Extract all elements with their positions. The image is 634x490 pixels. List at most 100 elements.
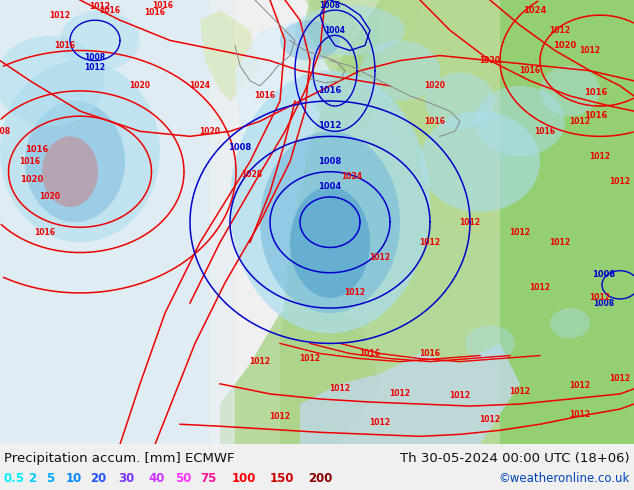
Text: 1008: 1008 [593, 298, 614, 308]
Text: 5: 5 [46, 471, 55, 485]
Text: 200: 200 [308, 471, 332, 485]
Text: 1008: 1008 [84, 52, 106, 62]
Text: 1020: 1020 [200, 127, 221, 136]
Ellipse shape [60, 10, 140, 71]
Text: 1016: 1016 [55, 41, 75, 50]
Text: 1012: 1012 [569, 410, 590, 418]
Text: 1016: 1016 [25, 145, 48, 153]
Text: 1016: 1016 [534, 127, 555, 136]
Text: 1024: 1024 [342, 172, 363, 181]
Text: 1012: 1012 [89, 1, 110, 11]
Text: 1012: 1012 [590, 152, 611, 161]
Text: 1016: 1016 [585, 111, 607, 120]
Ellipse shape [295, 5, 405, 55]
Text: 1024: 1024 [523, 5, 547, 15]
Text: Precipitation accum. [mm] ECMWF: Precipitation accum. [mm] ECMWF [4, 452, 235, 466]
Text: 1016: 1016 [20, 157, 41, 166]
Text: 1012: 1012 [609, 374, 630, 383]
Text: 1016: 1016 [153, 0, 174, 9]
Text: 1016: 1016 [318, 86, 342, 95]
Text: Th 30-05-2024 00:00 UTC (18+06): Th 30-05-2024 00:00 UTC (18+06) [401, 452, 630, 466]
Text: 1016: 1016 [585, 88, 607, 98]
Text: 150: 150 [270, 471, 295, 485]
Text: 1012: 1012 [269, 412, 290, 420]
Ellipse shape [0, 35, 105, 126]
Ellipse shape [550, 308, 590, 339]
Polygon shape [235, 20, 330, 142]
Text: 0.5: 0.5 [4, 471, 25, 485]
Text: 1020: 1020 [553, 41, 577, 50]
Text: 1012: 1012 [510, 228, 531, 237]
Ellipse shape [360, 40, 440, 101]
Text: 1020: 1020 [39, 193, 60, 201]
Text: 1012: 1012 [550, 238, 571, 247]
Text: ©weatheronline.co.uk: ©weatheronline.co.uk [498, 471, 630, 485]
Polygon shape [305, 0, 420, 81]
Polygon shape [200, 10, 260, 101]
Text: 2: 2 [28, 471, 36, 485]
Text: 1012: 1012 [529, 283, 550, 293]
Polygon shape [295, 0, 380, 142]
Text: 1016: 1016 [34, 228, 56, 237]
Bar [0, 0, 210, 444]
Text: 1024: 1024 [190, 81, 210, 90]
Text: 1020: 1020 [425, 81, 446, 90]
Text: 1016: 1016 [425, 117, 446, 126]
Bar [500, 0, 634, 444]
Text: 1008: 1008 [318, 157, 342, 166]
Text: 1012: 1012 [330, 384, 351, 393]
Text: 1012: 1012 [569, 117, 590, 126]
Text: 1020: 1020 [129, 81, 150, 90]
Text: 1012: 1012 [370, 417, 391, 427]
Ellipse shape [280, 20, 340, 61]
Ellipse shape [475, 86, 565, 157]
Ellipse shape [25, 101, 125, 222]
Text: 1012: 1012 [450, 392, 470, 400]
Text: 1016: 1016 [519, 66, 541, 75]
Text: 1012: 1012 [609, 177, 630, 186]
Text: 1012: 1012 [299, 354, 321, 363]
Text: 1012: 1012 [510, 388, 531, 396]
Ellipse shape [290, 187, 370, 298]
Text: 1012: 1012 [84, 63, 105, 72]
Text: 1012: 1012 [420, 238, 441, 247]
Ellipse shape [0, 61, 160, 243]
Text: 75: 75 [200, 471, 216, 485]
Text: 1016: 1016 [145, 8, 165, 17]
Text: 1016: 1016 [100, 5, 120, 15]
Text: 1004: 1004 [325, 26, 346, 35]
Text: 1028: 1028 [242, 170, 262, 179]
Ellipse shape [465, 325, 515, 362]
Text: 1012: 1012 [389, 390, 410, 398]
Text: 1012: 1012 [479, 415, 500, 424]
Ellipse shape [420, 111, 540, 212]
Text: 30: 30 [118, 471, 134, 485]
Ellipse shape [540, 66, 600, 116]
Text: 1008: 1008 [320, 1, 340, 10]
Text: 1012: 1012 [590, 294, 611, 302]
Polygon shape [380, 0, 550, 243]
Text: 1012: 1012 [579, 46, 600, 55]
Text: 1012: 1012 [250, 357, 271, 366]
Text: 1012: 1012 [318, 122, 342, 130]
Text: 10: 10 [66, 471, 82, 485]
Text: 1012: 1012 [550, 26, 571, 35]
Text: 1012: 1012 [569, 381, 590, 391]
Text: 1008: 1008 [592, 270, 616, 279]
Text: 1008: 1008 [0, 127, 11, 136]
Polygon shape [300, 343, 520, 444]
Text: 1004: 1004 [318, 182, 342, 191]
Ellipse shape [230, 71, 430, 333]
Text: 1020: 1020 [20, 175, 43, 184]
Text: 1008: 1008 [228, 143, 252, 151]
Text: 1020: 1020 [479, 56, 500, 65]
Ellipse shape [260, 131, 400, 313]
Text: 1012: 1012 [344, 289, 365, 297]
Text: 1012: 1012 [370, 253, 391, 262]
Bar [0, 0, 235, 444]
Text: 100: 100 [232, 471, 256, 485]
Text: 40: 40 [148, 471, 164, 485]
Polygon shape [280, 0, 634, 444]
Text: 20: 20 [90, 471, 107, 485]
Polygon shape [220, 303, 380, 444]
